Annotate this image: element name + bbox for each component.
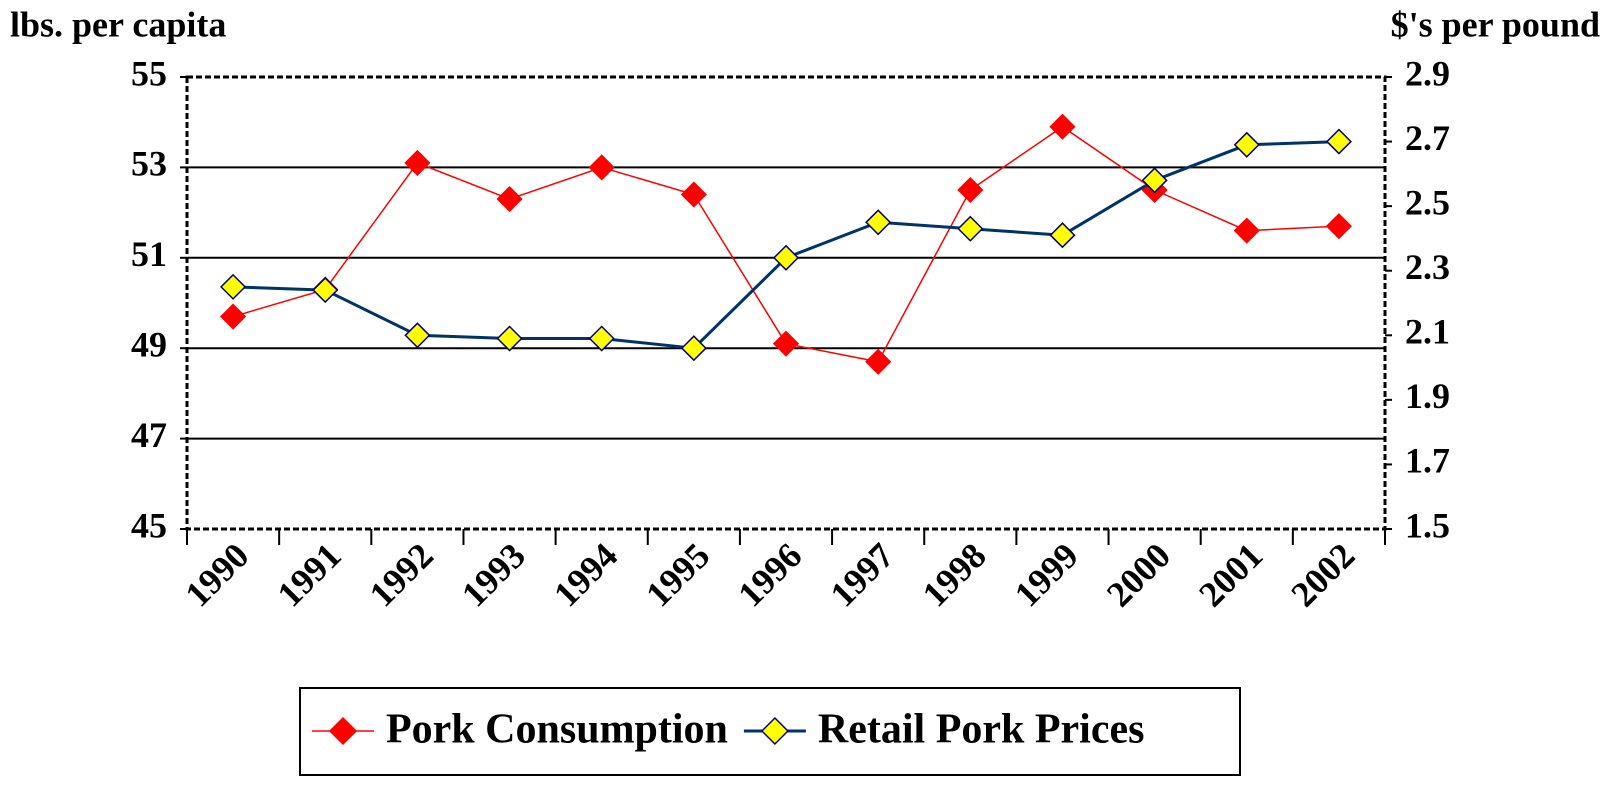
marker <box>680 335 707 362</box>
marker <box>1325 128 1352 155</box>
y2-tick-label: 2.1 <box>1405 312 1450 352</box>
x-tick-label: 2001 <box>1191 535 1270 614</box>
x-tick-label: 1991 <box>270 535 349 614</box>
y-tick-label: 55 <box>131 53 167 93</box>
marker <box>772 330 800 357</box>
marker <box>220 273 247 300</box>
marker <box>1049 113 1076 140</box>
legend-marker <box>328 716 358 746</box>
marker <box>404 322 431 349</box>
y2-tick-label: 1.9 <box>1405 376 1450 416</box>
marker <box>404 149 431 176</box>
marker <box>312 277 339 304</box>
marker <box>220 303 247 330</box>
marker <box>1141 167 1168 194</box>
x-tick-label: 1995 <box>638 535 717 614</box>
legend-label: Pork Consumption <box>386 707 728 753</box>
x-tick-label: 1999 <box>1007 535 1086 614</box>
x-tick-label: 1992 <box>362 535 441 614</box>
marker <box>1325 213 1352 240</box>
legend-marker <box>760 716 789 746</box>
y2-axis-title: $'s per pound <box>1391 4 1600 44</box>
y-axis-title: lbs. per capita <box>10 4 226 44</box>
x-tick-label: 1996 <box>730 535 809 614</box>
marker <box>1233 131 1260 158</box>
y2-tick-label: 2.3 <box>1405 247 1450 287</box>
marker <box>957 176 984 204</box>
marker <box>1049 222 1076 249</box>
y2-tick-label: 1.5 <box>1405 505 1450 545</box>
y-tick-label: 53 <box>131 144 167 184</box>
y-tick-label: 49 <box>131 324 167 364</box>
x-tick-label: 1997 <box>822 535 901 614</box>
marker <box>496 185 523 213</box>
y2-tick-label: 2.9 <box>1405 53 1450 93</box>
y2-tick-label: 2.7 <box>1405 118 1450 158</box>
x-tick-label: 1990 <box>177 535 256 614</box>
y-tick-label: 47 <box>131 415 167 455</box>
legend-label: Retail Pork Prices <box>818 707 1145 753</box>
x-tick-label: 1994 <box>546 535 625 614</box>
x-tick-label: 2002 <box>1283 535 1362 614</box>
x-tick-label: 2000 <box>1099 535 1178 614</box>
marker <box>1233 217 1260 244</box>
y2-tick-label: 2.5 <box>1405 182 1450 222</box>
marker <box>957 215 984 242</box>
x-tick-label: 1993 <box>454 535 533 614</box>
marker <box>496 325 523 352</box>
marker <box>865 209 892 236</box>
marker <box>588 154 615 181</box>
x-tick-label: 1998 <box>915 535 994 614</box>
marker <box>680 181 707 208</box>
y2-tick-label: 1.7 <box>1405 441 1450 481</box>
y-tick-label: 45 <box>131 505 167 545</box>
marker <box>772 244 800 271</box>
plot-area <box>185 75 1387 531</box>
marker <box>588 325 615 352</box>
marker <box>865 348 892 375</box>
y-tick-label: 51 <box>131 234 167 274</box>
